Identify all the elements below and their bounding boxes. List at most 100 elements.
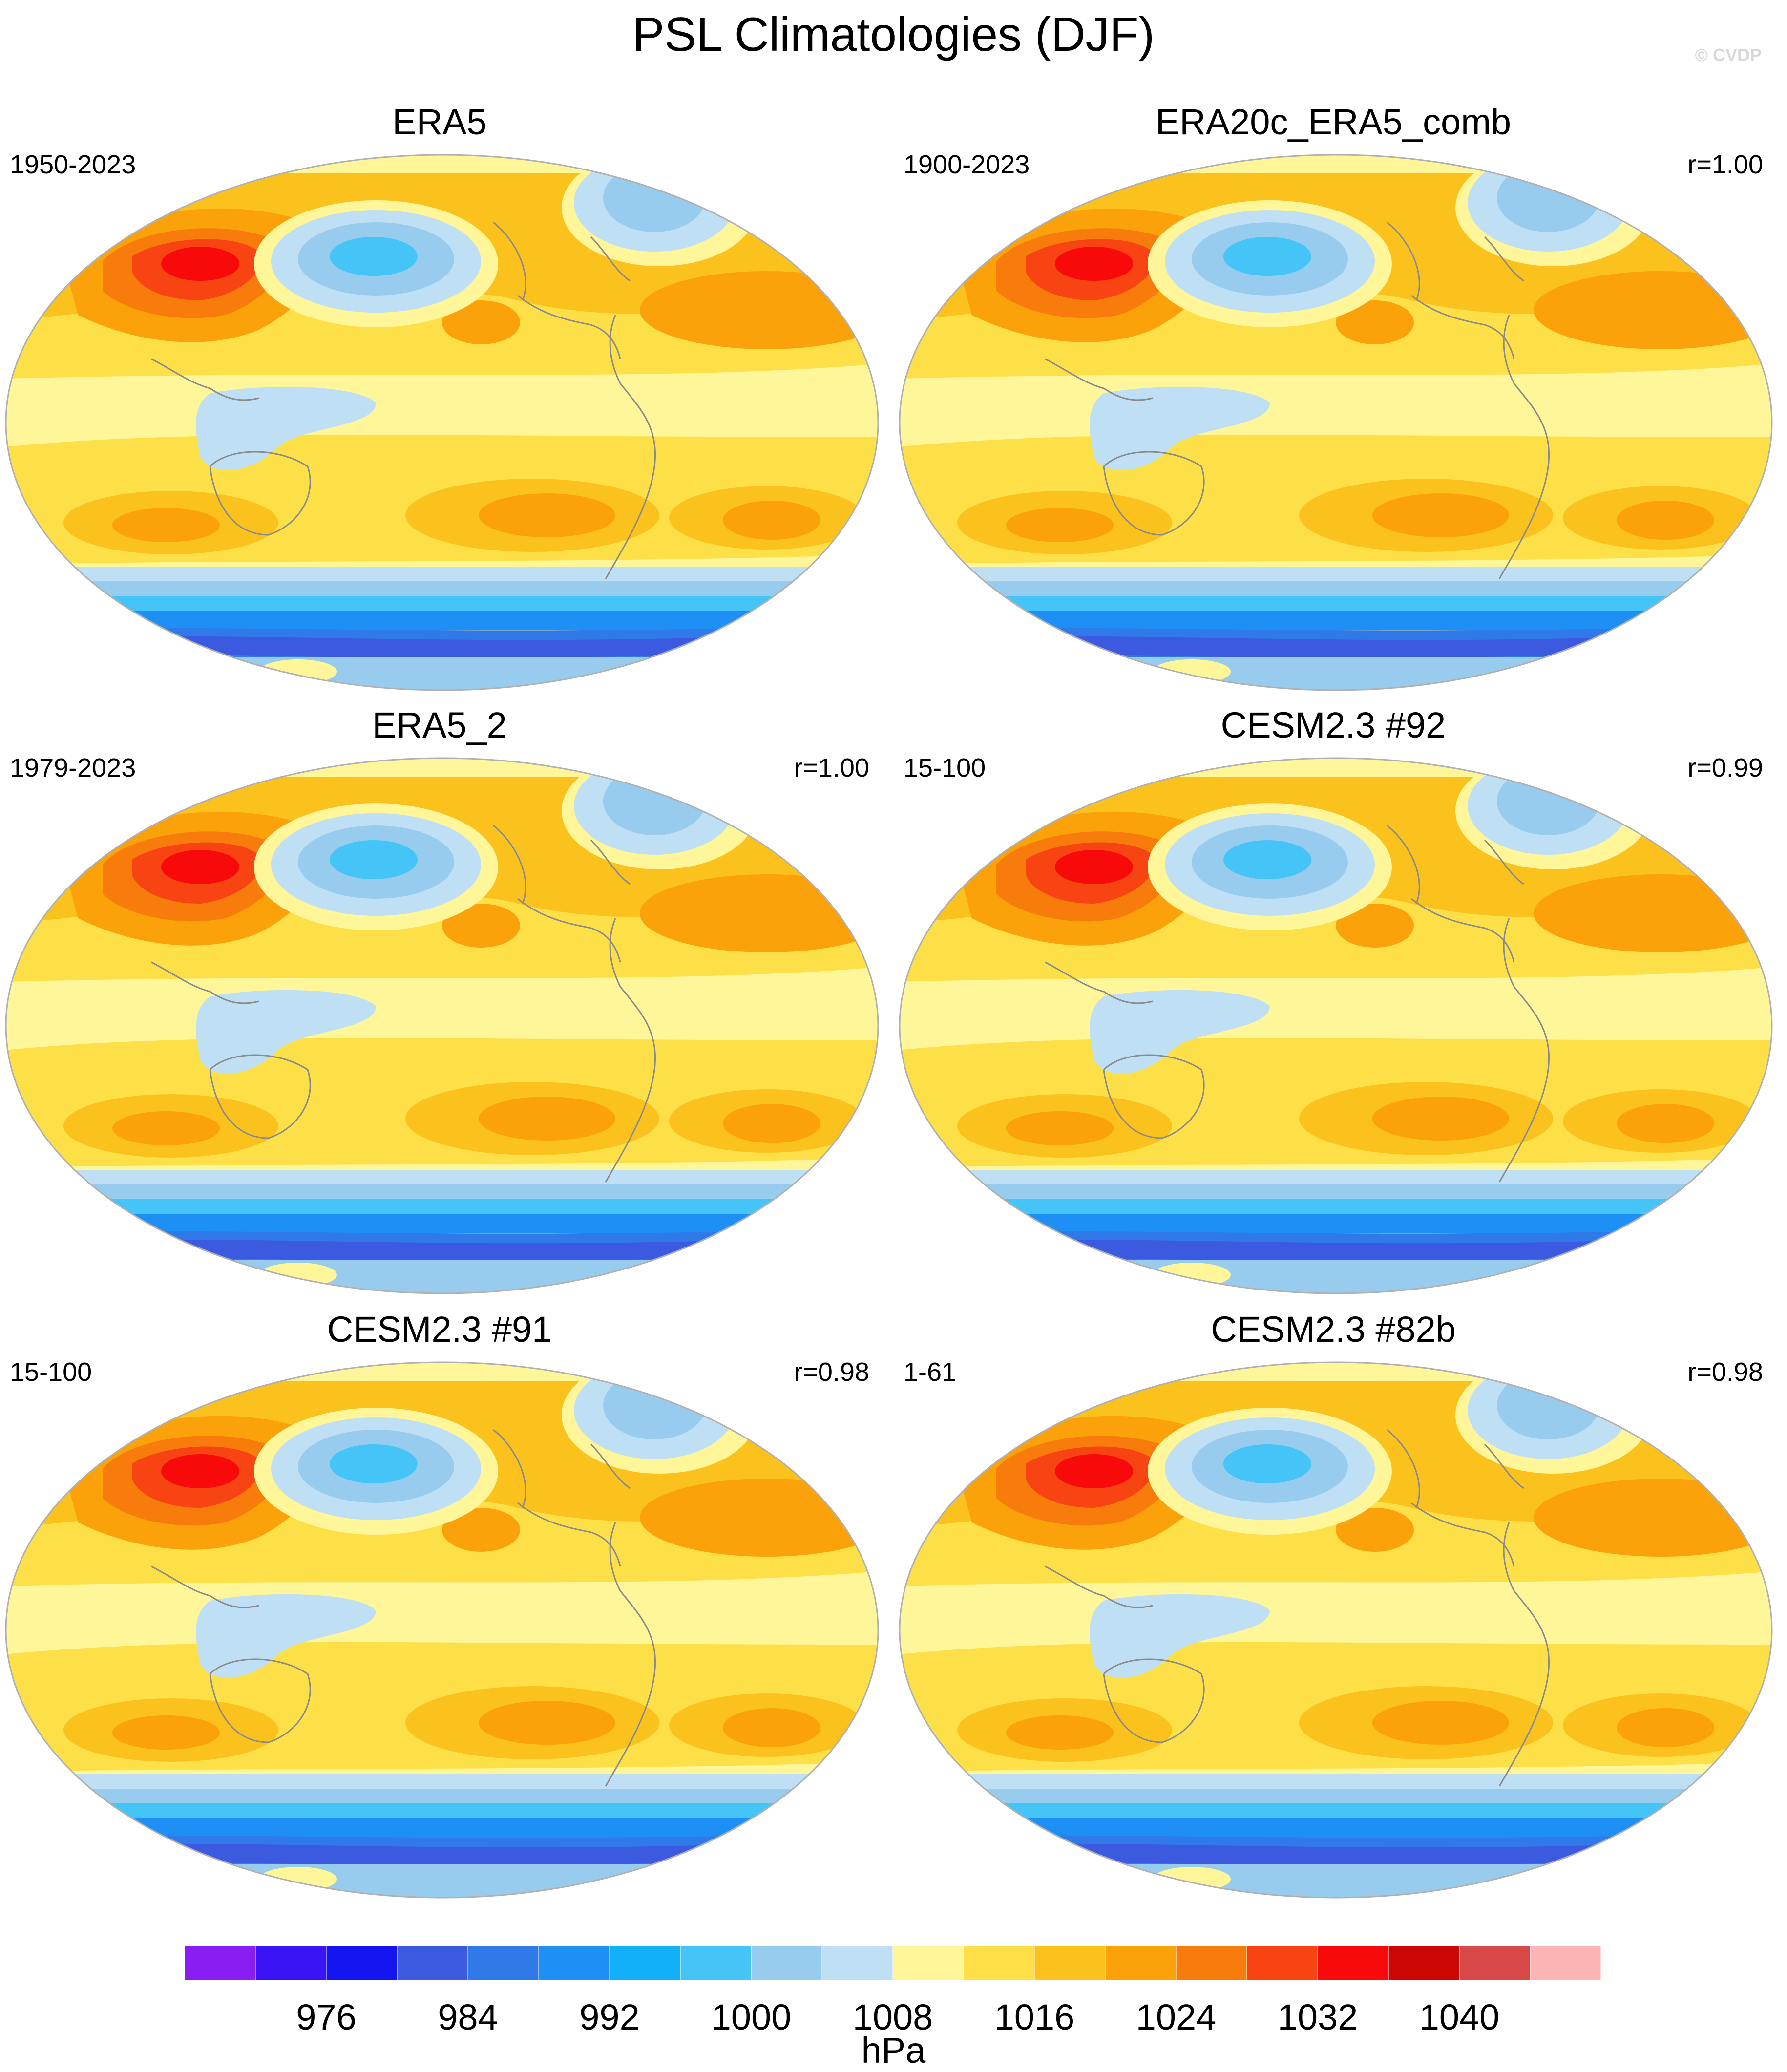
- north-america-west-coast: [1387, 825, 1420, 904]
- central-america-coast: [517, 898, 621, 963]
- australia-coast: [209, 1054, 311, 1139]
- australia-coast: [209, 1658, 311, 1743]
- coastlines: [151, 1429, 656, 1787]
- map-outline: [899, 1361, 1773, 1899]
- colorbar-box: [1530, 1946, 1601, 1981]
- asia-coast: [1045, 961, 1153, 1004]
- robinson-map: [899, 154, 1773, 691]
- north-america-east-coast: [590, 1443, 631, 1489]
- colorbar-tick-label: 1000: [711, 1997, 792, 2037]
- circumpolar-trough: [996, 1238, 1680, 1261]
- map-outline: [899, 757, 1773, 1294]
- map-outline: [5, 757, 879, 1294]
- north-america-west-coast: [493, 221, 526, 301]
- figure-title: PSL Climatologies (DJF): [632, 7, 1155, 61]
- antarctic-band: [900, 1260, 1772, 1293]
- panel-title: ERA20c_ERA5_comb: [1155, 102, 1512, 142]
- south-atlantic-high-core: [1617, 1104, 1714, 1143]
- pacific-high: [1336, 300, 1414, 344]
- colorbar-box: [609, 1946, 681, 1981]
- indian-ocean-high-core: [1006, 508, 1114, 542]
- indian-ocean-high-core: [112, 508, 220, 542]
- circumpolar-trough: [103, 1842, 786, 1865]
- panel-correlation-label: r=0.99: [1687, 753, 1763, 782]
- central-america-coast: [1411, 1502, 1515, 1567]
- siberian-high-core: [161, 247, 239, 281]
- asia-coast: [151, 961, 259, 1004]
- maritime-continent-low: [1090, 990, 1270, 1074]
- north-america-east-coast: [590, 839, 631, 885]
- colorbar-box: [1176, 1946, 1247, 1981]
- panel-title: ERA5: [392, 102, 487, 142]
- psl-field: [6, 155, 878, 690]
- central-america-coast: [517, 1502, 621, 1567]
- map-panel: ERA20c_ERA5_comb 1900-2023 r=1.00: [894, 100, 1773, 691]
- robinson-map: [5, 1361, 879, 1899]
- southern-band-3: [900, 1199, 1772, 1214]
- panel-correlation-label: r=1.00: [1687, 150, 1763, 179]
- antarctic-band: [6, 1260, 878, 1293]
- map-panel: ERA5_2 1979-2023 r=1.00: [0, 703, 879, 1294]
- north-america-west-coast: [1387, 221, 1420, 301]
- south-america-coast: [605, 315, 656, 579]
- panel-period-label: 15-100: [904, 753, 986, 782]
- colorbar-box: [1246, 1946, 1318, 1981]
- colorbar-units: hPa: [861, 2030, 926, 2071]
- maritime-continent-low: [196, 990, 376, 1074]
- southern-band-3: [900, 1803, 1772, 1818]
- southern-band-1: [900, 1774, 1772, 1789]
- maritime-continent-low: [196, 1594, 376, 1678]
- southern-band-1: [6, 1170, 878, 1184]
- southern-band-1: [6, 567, 878, 581]
- asia-coast: [1045, 358, 1153, 401]
- panel-title: ERA5_2: [372, 705, 507, 745]
- map-panel: CESM2.3 #82b 1-61 r=0.98: [894, 1308, 1773, 1899]
- maritime-continent-low: [196, 386, 376, 470]
- coastlines: [151, 221, 656, 579]
- aleutian-low-core: [330, 840, 418, 879]
- indian-ocean-high-core: [1006, 1715, 1114, 1750]
- colorbar-tick-label: 1024: [1135, 1997, 1217, 2037]
- aleutian-low-core: [1223, 840, 1311, 879]
- southern-band-2: [6, 581, 878, 596]
- panel-period-label: 15-100: [10, 1357, 92, 1387]
- antarctic-band: [6, 1864, 878, 1898]
- circumpolar-trough: [103, 635, 786, 658]
- icelandic-low-core: [603, 1371, 706, 1439]
- indian-ocean-high-core: [112, 1715, 220, 1750]
- panel-correlation-label: r=0.98: [1687, 1357, 1763, 1387]
- circumpolar-trough: [103, 1238, 786, 1261]
- map-outline: [5, 154, 879, 691]
- southern-band-2: [6, 1184, 878, 1199]
- maritime-continent-low: [1090, 1594, 1270, 1678]
- robinson-map: [5, 757, 879, 1294]
- map-panel: CESM2.3 #92 15-100 r=0.99: [894, 703, 1773, 1294]
- map-panel: ERA5 1950-2023: [0, 100, 879, 691]
- psl-field: [6, 758, 878, 1293]
- south-america-coast: [1498, 918, 1550, 1183]
- icelandic-low-core: [1497, 767, 1599, 835]
- colorbar-box: [821, 1946, 893, 1981]
- colorbar-box: [1034, 1946, 1106, 1981]
- australia-coast: [1103, 1658, 1205, 1743]
- colorbar-box: [397, 1946, 468, 1981]
- circumpolar-trough: [996, 635, 1680, 658]
- colorbar-box: [1459, 1946, 1531, 1981]
- pacific-high: [442, 904, 520, 948]
- pacific-high: [442, 1508, 520, 1552]
- colorbar: [185, 1946, 1601, 1981]
- colorbar-box: [467, 1946, 539, 1981]
- colorbar-tick-label: 1008: [852, 1997, 933, 2037]
- south-pacific-high-core: [1372, 493, 1509, 537]
- asia-coast: [151, 1565, 259, 1608]
- antarctic-band: [6, 657, 878, 690]
- south-america-coast: [605, 918, 656, 1183]
- aleutian-low-core: [1223, 237, 1311, 276]
- map-outline: [899, 154, 1773, 691]
- asia-coast: [1045, 1565, 1153, 1608]
- panel-title: CESM2.3 #82b: [1211, 1309, 1456, 1350]
- colorbar-tick-label: 992: [579, 1997, 640, 2037]
- north-america-west-coast: [493, 825, 526, 904]
- pacific-high: [442, 300, 520, 344]
- panel-period-label: 1-61: [904, 1357, 957, 1387]
